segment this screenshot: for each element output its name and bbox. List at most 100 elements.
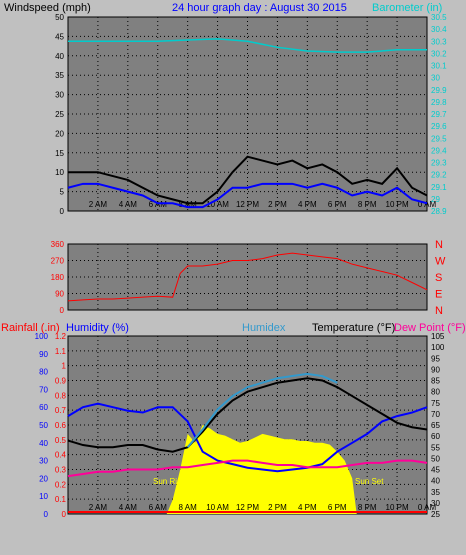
x-tick-label: 10 PM bbox=[386, 200, 409, 209]
rain-tick-label: 0.1 bbox=[55, 495, 67, 504]
series-line bbox=[67, 402, 428, 473]
dewpoint-axis-label: Dew Point (°F) bbox=[394, 322, 466, 334]
temp-tick-label: 25 bbox=[431, 510, 440, 519]
x-tick-label: 4 AM bbox=[119, 200, 138, 209]
x-tick-label: 8 PM bbox=[358, 503, 377, 512]
wind-tick-label: 20 bbox=[55, 129, 64, 138]
wind-tick-label: 40 bbox=[55, 52, 64, 61]
rain-tick-label: 0.9 bbox=[55, 377, 67, 386]
rain-tick-label: 1 bbox=[62, 362, 67, 371]
rain-tick-label: 0.6 bbox=[55, 421, 67, 430]
compass-tick-label: S bbox=[435, 272, 442, 284]
x-tick-label: 8 PM bbox=[358, 200, 377, 209]
series-line bbox=[68, 38, 427, 53]
temp-tick-label: 60 bbox=[431, 432, 440, 441]
barometer-tick-label: 29.8 bbox=[431, 98, 447, 107]
humidity-tick-label: 80 bbox=[39, 368, 48, 377]
chart-title: 24 hour graph day : August 30 2015 bbox=[172, 2, 347, 14]
barometer-axis-label: Barometer (in) bbox=[372, 2, 442, 14]
temp-tick-label: 65 bbox=[431, 421, 440, 430]
temp-tick-label: 95 bbox=[431, 354, 440, 363]
humidity-tick-label: 0 bbox=[44, 510, 49, 519]
x-tick-label: 10 AM bbox=[206, 200, 229, 209]
humidity-tick-label: 20 bbox=[39, 474, 48, 483]
x-tick-label: 10 PM bbox=[386, 503, 409, 512]
x-tick-label: 6 PM bbox=[328, 200, 347, 209]
barometer-tick-label: 30.4 bbox=[431, 25, 447, 34]
sunrise-label: Sun Rise bbox=[153, 477, 186, 486]
humidity-tick-label: 50 bbox=[39, 421, 48, 430]
barometer-tick-label: 29.7 bbox=[431, 110, 447, 119]
humidex-label: Humidex bbox=[242, 322, 286, 334]
temp-tick-label: 50 bbox=[431, 454, 440, 463]
wind-tick-label: 0 bbox=[60, 207, 65, 216]
barometer-tick-label: 30.2 bbox=[431, 49, 447, 58]
wind-tick-label: 25 bbox=[55, 110, 64, 119]
temp-series bbox=[67, 372, 428, 513]
rain-tick-label: 0 bbox=[62, 510, 67, 519]
rain-tick-label: 0.4 bbox=[55, 451, 67, 460]
humidity-ticks: 0 10 20 30 40 50 60 70 80 90 100 bbox=[35, 332, 49, 519]
temp-tick-label: 40 bbox=[431, 477, 440, 486]
rain-tick-label: 1.1 bbox=[55, 347, 67, 356]
humidity-tick-label: 10 bbox=[39, 492, 48, 501]
x-tick-label: 6 AM bbox=[149, 200, 168, 209]
rain-tick-label: 0.7 bbox=[55, 406, 67, 415]
barometer-tick-label: 29.2 bbox=[431, 171, 447, 180]
direction-tick-label: 270 bbox=[51, 257, 65, 266]
rainfall-axis-label: Rainfall (.in) bbox=[1, 322, 60, 334]
rain-tick-label: 0.3 bbox=[55, 466, 67, 475]
x-tick-label: 4 PM bbox=[298, 200, 317, 209]
temp-tick-label: 45 bbox=[431, 466, 440, 475]
direction-tick-label: 0 bbox=[60, 306, 65, 315]
temp-tick-label: 105 bbox=[431, 332, 445, 341]
temperature-axis-label: Temperature (°F) bbox=[312, 322, 395, 334]
direction-tick-label: 90 bbox=[55, 290, 64, 299]
barometer-tick-label: 30.1 bbox=[431, 62, 447, 71]
temp-tick-label: 55 bbox=[431, 443, 440, 452]
series-line bbox=[67, 252, 428, 302]
x-tick-label: 0 AM bbox=[418, 503, 437, 512]
temp-ticks: 25 30 35 40 45 50 55 60 65 70 75 80 85 90 95 100 105 bbox=[431, 332, 445, 519]
compass-tick-label: W bbox=[435, 256, 446, 268]
temp-tick-label: 80 bbox=[431, 388, 440, 397]
rain-tick-label: 0.5 bbox=[55, 436, 67, 445]
direction-tick-label: 360 bbox=[51, 240, 65, 249]
compass-tick-label: N bbox=[435, 305, 443, 317]
temp-tick-label: 30 bbox=[431, 499, 440, 508]
temp-tick-label: 85 bbox=[431, 377, 440, 386]
barometer-tick-label: 30.3 bbox=[431, 37, 447, 46]
humidity-tick-label: 90 bbox=[39, 350, 48, 359]
humidity-tick-label: 70 bbox=[39, 385, 48, 394]
compass-tick-label: E bbox=[435, 289, 442, 301]
sunset-label: Sun Set bbox=[355, 477, 384, 486]
temp-tick-label: 100 bbox=[431, 343, 445, 352]
x-tick-label: 0 AM bbox=[418, 200, 437, 209]
barometer-tick-label: 29.9 bbox=[431, 86, 447, 95]
temp-tick-label: 75 bbox=[431, 399, 440, 408]
barometer-tick-label: 29.4 bbox=[431, 146, 447, 155]
x-tick-label: 4 PM bbox=[298, 503, 317, 512]
rain-ticks: 0 0.1 0.2 0.3 0.4 0.5 0.6 0.7 0.8 0.9 1 1.1 1.2 bbox=[55, 332, 67, 519]
x-tick-label: 2 PM bbox=[268, 200, 287, 209]
series-line bbox=[67, 182, 428, 209]
wind-tick-label: 45 bbox=[55, 32, 64, 41]
series-line bbox=[67, 459, 428, 478]
humidity-axis-label: Humidity (%) bbox=[66, 322, 129, 334]
x-tick-label: 2 AM bbox=[89, 503, 108, 512]
humidity-tick-label: 100 bbox=[35, 332, 49, 341]
rain-tick-label: 0.2 bbox=[55, 480, 67, 489]
wind-tick-label: 10 bbox=[55, 168, 64, 177]
barometer-tick-label: 29.5 bbox=[431, 134, 447, 143]
barometer-tick-label: 28.9 bbox=[431, 207, 447, 216]
rain-tick-label: 0.8 bbox=[55, 391, 67, 400]
temp-x-ticks: 2 AM 4 AM 6 AM 8 AM 10 AM 12 PM 2 PM 4 PM 6 PM 8 … bbox=[89, 503, 437, 512]
x-tick-label: 12 PM bbox=[236, 503, 259, 512]
wind-ticks: 0 5 10 15 20 25 30 35 40 45 50 bbox=[55, 13, 64, 216]
series-line bbox=[67, 377, 428, 453]
x-tick-label: 2 PM bbox=[268, 503, 287, 512]
barometer-tick-label: 29.6 bbox=[431, 122, 447, 131]
rain-tick-label: 1.2 bbox=[55, 332, 67, 341]
